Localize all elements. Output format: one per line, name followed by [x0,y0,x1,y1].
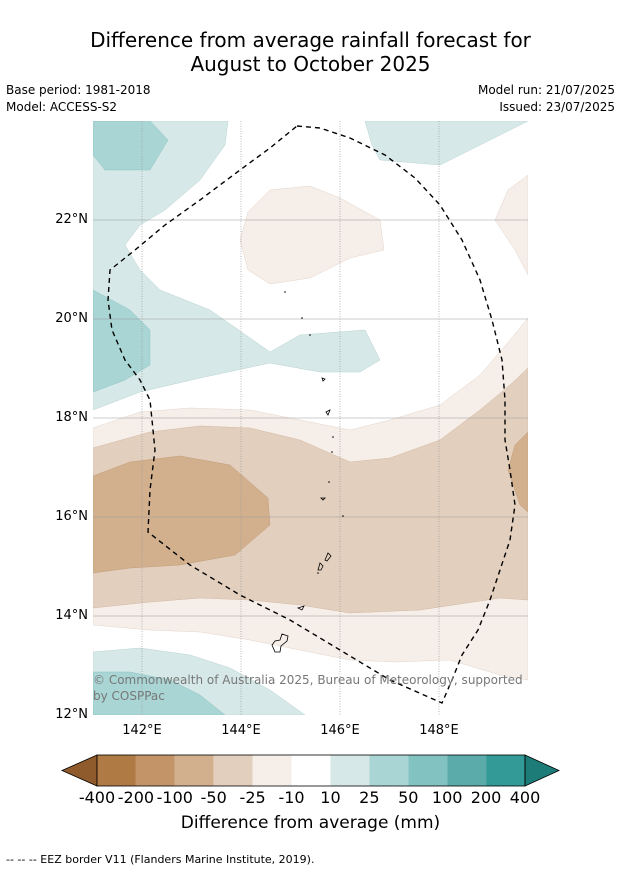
eez-border [107,125,516,704]
colorbar-title: Difference from average (mm) [180,813,441,833]
wet-region-northwest [93,121,381,411]
lon-label-146: 146°E [320,723,360,738]
island-anatahan [320,497,326,501]
grid-lines [93,219,528,617]
dry-band-core-east [507,431,528,513]
colorbar-extend-low [61,754,98,787]
colorbar-tick-label: 100 [431,788,463,807]
copyright-notice: © Commonwealth of Australia 2025, Bureau… [93,673,523,703]
lat-label-16: 16°N [55,509,88,524]
lon-label-142: 142°E [122,723,162,738]
wet-region-west-core [93,289,151,393]
meta-left: Base period: 1981-2018 Model: ACCESS-S2 [6,82,151,116]
title-line-1: Difference from average rainfall forecas… [90,28,531,52]
lat-label-14: 14°N [55,608,88,623]
colorbar-extend-high [524,754,560,787]
eez-footnote: -- -- -- EEZ border V11 (Flanders Marine… [6,853,315,866]
island-pagan [325,409,331,416]
colorbar-swatches [61,754,560,787]
meta-right: Model run: 21/07/2025 Issued: 23/07/2025 [478,82,615,116]
colorbar-tick-label: -200 [117,788,155,807]
colorbar-outline [96,754,526,787]
map-title: Difference from average rainfall forecas… [0,28,621,76]
dry-region-north-patch [239,185,385,285]
colorbar-swatch [97,755,136,786]
wet-region-north [364,121,528,166]
wet-region-south-core [93,671,226,715]
colorbar-tick-label: -10 [278,788,305,807]
colorbar-swatch [213,755,253,786]
model-name: Model: ACCESS-S2 [6,100,118,114]
lat-label-20: 20°N [55,311,88,326]
colorbar-tick-label: 10 [320,788,341,807]
island-guam [271,633,289,653]
colorbar-swatch [291,755,331,786]
colorbar-tick-label: -50 [200,788,227,807]
lat-label-12: 12°N [55,707,88,722]
island-agrihan [321,377,326,382]
lat-label-22: 22°N [55,212,88,227]
colorbar-tick-label: -25 [239,788,266,807]
lon-label-144: 144°E [221,723,261,738]
model-run: Model run: 21/07/2025 [477,83,615,97]
lon-label-148: 148°E [419,723,459,738]
dry-band-core-west [93,455,271,574]
colorbar-swatch [486,755,525,786]
colorbar-swatch [369,755,409,786]
colorbar-tick-label: -400 [78,788,116,807]
wet-region-corner [93,121,169,171]
island-tinian [317,562,324,571]
base-period: Base period: 1981-2018 [6,83,151,97]
issued-date: Issued: 23/07/2025 [499,100,615,114]
title-line-2: August to October 2025 [190,52,431,76]
colorbar-tick-label: -100 [156,788,193,807]
islands [271,377,332,653]
island-saipan [324,552,332,562]
colorbar-swatch [174,755,214,786]
colorbar-swatch [447,755,487,786]
island-dots [284,291,344,574]
map-fill-layer [93,121,528,715]
colorbar-tick-label: 200 [470,788,502,807]
meridian-lines [141,121,440,715]
colorbar-swatch [408,755,448,786]
colorbar-swatch [135,755,175,786]
colorbar-tick-label: 400 [509,788,541,807]
lat-label-18: 18°N [55,410,88,425]
colorbar-swatch [252,755,292,786]
colorbar-tick-label: 50 [398,788,419,807]
island-rota [296,605,305,611]
colorbar-tick-label: 25 [359,788,380,807]
dry-region-east-patch [494,174,528,276]
colorbar-swatch [330,755,370,786]
